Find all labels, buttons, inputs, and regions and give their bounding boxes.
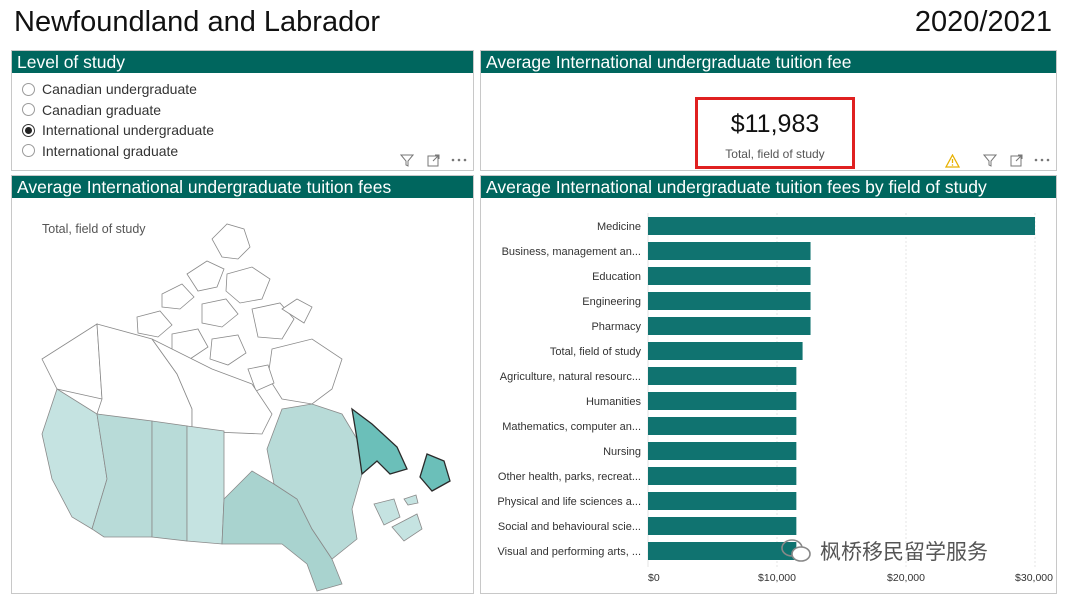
category-label: Total, field of study [550, 346, 642, 358]
bar[interactable] [648, 492, 797, 510]
wechat-icon [781, 539, 811, 562]
watermark: 枫桥移民留学服务 [780, 536, 988, 566]
level-option-label: International undergraduate [42, 122, 215, 139]
kpi-highlight-box: $11,983 Total, field of study [695, 97, 855, 169]
focus-mode-icon[interactable] [1008, 153, 1024, 167]
prince-edward-island[interactable] [403, 494, 419, 506]
page-year: 2020/2021 [914, 6, 1052, 38]
category-label: Pharmacy [591, 321, 641, 333]
category-label: Physical and life sciences a... [497, 496, 641, 508]
bar[interactable] [648, 267, 811, 285]
nova-scotia[interactable] [391, 513, 423, 542]
labrador[interactable] [351, 407, 408, 476]
level-option-label: Canadian undergraduate [42, 81, 197, 98]
x-tick-label: $0 [648, 572, 660, 584]
kpi-value: $11,983 [730, 110, 820, 138]
level-of-study-panel: Level of study Canadian undergraduate Can… [11, 50, 474, 171]
level-option[interactable]: International undergraduate [22, 120, 473, 141]
radio-button[interactable] [22, 103, 35, 117]
level-option-label: International graduate [42, 142, 179, 159]
category-label: Business, management an... [502, 246, 641, 258]
category-label: Nursing [603, 446, 641, 458]
category-label: Medicine [597, 221, 641, 233]
category-label: Social and behavioural scie... [498, 521, 641, 533]
british-columbia[interactable] [41, 388, 108, 530]
saskatchewan[interactable] [151, 420, 188, 542]
map-subtitle: Total, field of study [42, 222, 146, 236]
level-of-study-title: Level of study [12, 51, 473, 73]
filter-icon[interactable] [982, 153, 998, 167]
kpi-title: Average International undergraduate tuit… [481, 51, 1056, 73]
bar[interactable] [648, 242, 811, 260]
territories [41, 323, 273, 435]
level-option[interactable]: International graduate [22, 141, 473, 162]
bar[interactable] [648, 292, 811, 310]
category-label: Agriculture, natural resourc... [500, 371, 641, 383]
more-options-icon[interactable] [451, 153, 467, 167]
level-panel-toolbar [399, 153, 467, 167]
x-tick-label: $30,000 [1015, 572, 1053, 584]
level-option[interactable]: Canadian undergraduate [22, 79, 473, 100]
map-title: Average International undergraduate tuit… [12, 176, 473, 198]
radio-button[interactable] [22, 123, 35, 137]
category-label: Other health, parks, recreat... [498, 471, 641, 483]
x-tick-label: $10,000 [758, 572, 796, 584]
bar[interactable] [648, 467, 797, 485]
radio-button[interactable] [22, 144, 35, 158]
bar[interactable] [648, 517, 797, 535]
map-panel: Average International undergraduate tuit… [11, 175, 474, 594]
bar[interactable] [648, 392, 797, 410]
category-label: Education [592, 271, 641, 283]
new-brunswick[interactable] [373, 498, 401, 526]
category-label: Visual and performing arts, ... [498, 546, 641, 558]
category-label: Humanities [586, 396, 642, 408]
bar-chart-panel: Average International undergraduate tuit… [480, 175, 1057, 594]
canada-map[interactable] [12, 199, 473, 593]
bar-chart[interactable]: Medicine Business, management an... Educat… [481, 199, 1056, 593]
quebec[interactable] [266, 403, 363, 560]
bar[interactable] [648, 442, 797, 460]
kpi-label: Total, field of study [725, 147, 825, 161]
bar[interactable] [648, 367, 797, 385]
kpi-panel: Average International undergraduate tuit… [480, 50, 1057, 171]
level-option[interactable]: Canadian graduate [22, 100, 473, 121]
newfoundland[interactable] [419, 453, 451, 492]
radio-button[interactable] [22, 82, 35, 96]
page-title: Newfoundland and Labrador [14, 6, 380, 38]
yukon[interactable] [41, 323, 103, 400]
manitoba[interactable] [186, 425, 225, 545]
bar[interactable] [648, 417, 797, 435]
category-label: Mathematics, computer an... [502, 421, 641, 433]
bar[interactable] [648, 217, 1035, 235]
bar[interactable] [648, 542, 797, 560]
level-option-label: Canadian graduate [42, 101, 162, 118]
provinces [41, 388, 451, 592]
level-of-study-options: Canadian undergraduate Canadian graduate I… [12, 73, 473, 161]
bar[interactable] [648, 317, 811, 335]
nunavut[interactable] [151, 338, 273, 435]
watermark-text: 枫桥移民留学服务 [820, 540, 988, 564]
focus-mode-icon[interactable] [425, 153, 441, 167]
warning-icon[interactable] [944, 153, 961, 173]
more-options-icon[interactable] [1034, 153, 1050, 167]
bar-chart-title: Average International undergraduate tuit… [481, 176, 1056, 198]
x-tick-label: $20,000 [887, 572, 925, 584]
filter-icon[interactable] [399, 153, 415, 167]
kpi-panel-toolbar [982, 153, 1050, 167]
bar[interactable] [648, 342, 803, 360]
category-label: Engineering [582, 296, 641, 308]
